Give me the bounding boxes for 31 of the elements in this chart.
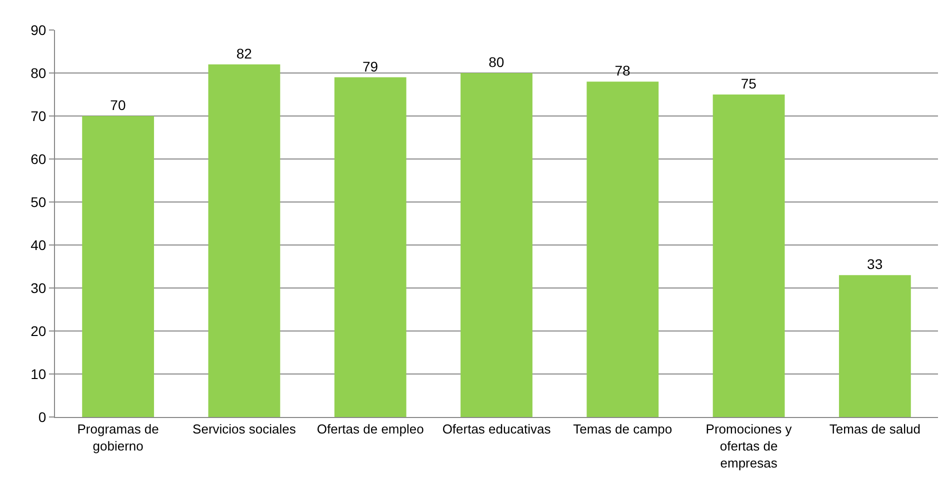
y-tick-label: 0 bbox=[38, 408, 46, 425]
bar bbox=[460, 73, 532, 417]
y-tick-label: 40 bbox=[30, 236, 46, 253]
x-tick-label: Temas de salud bbox=[829, 422, 920, 437]
y-tick-label: 20 bbox=[30, 322, 46, 339]
x-tick-label: Programas de gobierno bbox=[77, 422, 159, 454]
bar bbox=[838, 275, 911, 417]
y-tick-label: 30 bbox=[30, 280, 46, 296]
y-tick-label: 70 bbox=[30, 108, 46, 124]
y-tick-label: 60 bbox=[30, 150, 46, 167]
y-tick-label: 50 bbox=[30, 194, 46, 210]
x-tick-label: Ofertas de empleo bbox=[316, 422, 424, 437]
bar bbox=[586, 82, 659, 417]
bar bbox=[712, 94, 785, 417]
data-label: 82 bbox=[236, 45, 252, 62]
bar bbox=[334, 77, 406, 417]
x-tick-label: Promociones y ofertas de empresas bbox=[706, 422, 792, 470]
data-label: 80 bbox=[488, 54, 504, 70]
y-tick-label: 10 bbox=[30, 366, 46, 382]
x-tick-label: Servicios sociales bbox=[192, 422, 296, 437]
data-label: 78 bbox=[614, 62, 631, 79]
data-label: 70 bbox=[110, 97, 126, 113]
bar bbox=[82, 116, 154, 417]
data-label: 75 bbox=[740, 76, 757, 92]
bar bbox=[208, 64, 280, 417]
x-tick-label: Temas de campo bbox=[573, 422, 672, 437]
y-tick-label: 90 bbox=[30, 22, 46, 38]
data-label: 79 bbox=[362, 58, 378, 74]
data-label: 33 bbox=[867, 256, 883, 272]
y-tick-label: 80 bbox=[30, 64, 46, 81]
x-tick-label: Ofertas educativas bbox=[442, 422, 552, 437]
